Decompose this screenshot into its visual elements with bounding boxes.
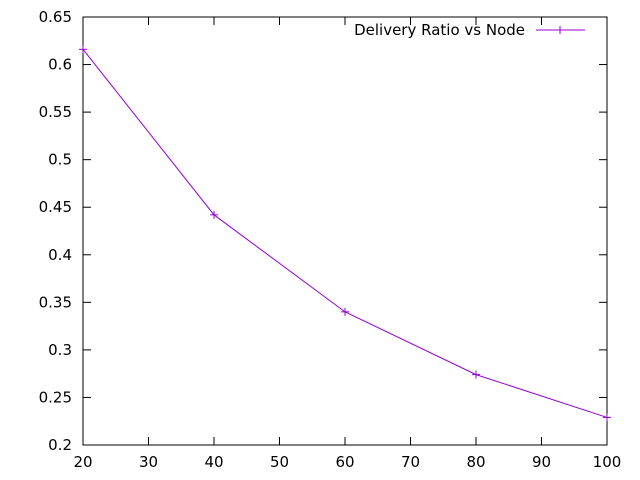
data-point (603, 413, 611, 422)
y-tick-label: 0.4 (48, 246, 72, 264)
y-axis: 0.2 0.25 0.3 0.35 0.4 0.45 0.5 0.55 0.6 0.65 (39, 8, 607, 454)
legend-label: Delivery Ratio vs Node (354, 21, 525, 39)
data-point (79, 45, 87, 54)
data-point (210, 210, 218, 219)
legend-marker-plus (556, 26, 564, 34)
data-point (472, 370, 480, 379)
x-tick-label: 100 (593, 453, 622, 471)
legend-marker (556, 26, 564, 34)
x-tick-label: 50 (270, 453, 289, 471)
plot-frame (82, 16, 608, 446)
legend: Delivery Ratio vs Node (354, 21, 585, 39)
data-point (341, 307, 349, 316)
y-tick-label: 0.35 (39, 293, 72, 311)
x-tick-label: 20 (73, 453, 92, 471)
y-tick-label: 0.5 (48, 151, 72, 169)
y-tick-label: 0.3 (48, 341, 72, 359)
y-tick-label: 0.45 (39, 198, 72, 216)
x-tick-label: 70 (401, 453, 420, 471)
x-axis: 20 30 40 50 60 70 80 90 100 (73, 17, 621, 471)
series-line (82, 49, 608, 418)
x-tick-label: 40 (204, 453, 223, 471)
y-tick-label: 0.2 (48, 436, 72, 454)
y-tick-label: 0.65 (39, 8, 72, 26)
x-tick-label: 90 (532, 453, 551, 471)
series-layer (79, 45, 611, 422)
y-tick-label: 0.25 (39, 388, 72, 406)
y-tick-label: 0.6 (48, 56, 72, 74)
x-tick-label: 80 (466, 453, 485, 471)
y-tick-label: 0.55 (39, 103, 72, 121)
x-tick-label: 60 (335, 453, 354, 471)
x-tick-label: 30 (139, 453, 158, 471)
